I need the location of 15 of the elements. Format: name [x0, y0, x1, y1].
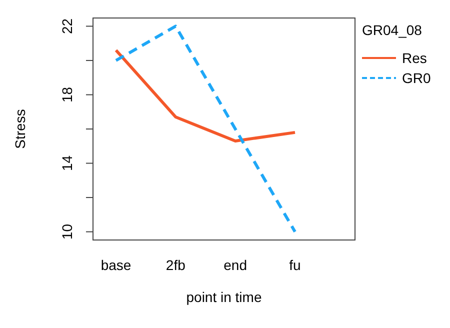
y-tick-label: 14	[59, 155, 75, 172]
legend-label: Res	[402, 50, 427, 66]
line-series	[114, 48, 296, 142]
x-tick-label: end	[224, 256, 248, 273]
y-tick-label: 10	[59, 224, 75, 240]
y-tick-label: 22	[59, 18, 75, 34]
legend-label: GR0	[402, 70, 431, 86]
x-tick-label: base	[100, 256, 132, 273]
line-series	[114, 24, 296, 234]
y-tick-label: 18	[59, 86, 75, 103]
y-axis-title: Stress	[12, 109, 28, 149]
x-axis-title: point in time	[186, 289, 262, 305]
x-tick-label: fu	[289, 256, 301, 273]
x-tick-label: 2fb	[166, 256, 186, 273]
legend-title: GR04_08	[362, 22, 423, 38]
